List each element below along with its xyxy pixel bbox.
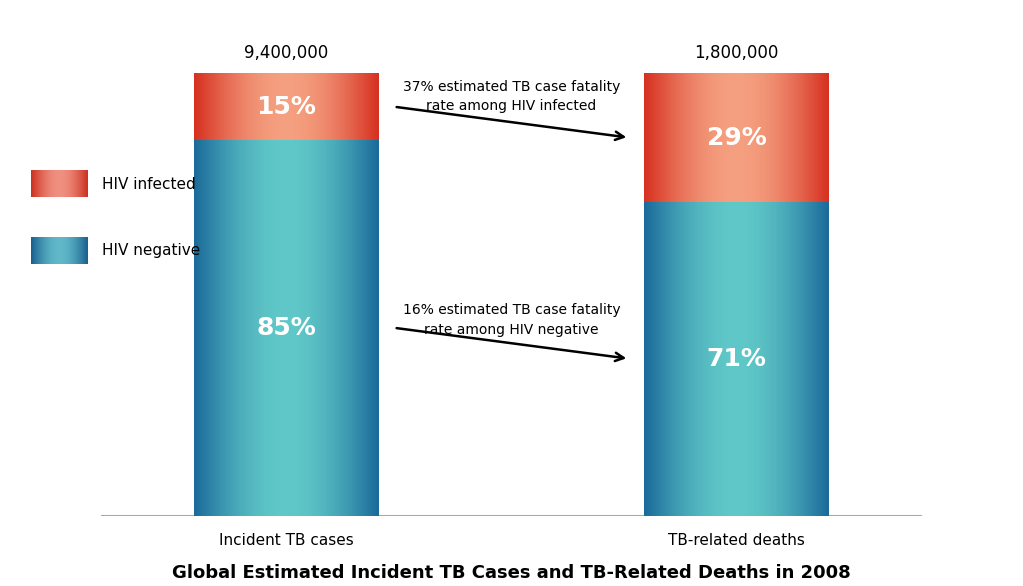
Text: Incident TB cases: Incident TB cases <box>219 533 354 548</box>
Text: HIV negative: HIV negative <box>102 243 201 258</box>
Text: HIV infected: HIV infected <box>102 176 196 192</box>
Text: 1,800,000: 1,800,000 <box>695 45 779 63</box>
Text: 9,400,000: 9,400,000 <box>244 45 328 63</box>
Text: 71%: 71% <box>707 347 766 371</box>
Text: Global Estimated Incident TB Cases and TB-Related Deaths in 2008: Global Estimated Incident TB Cases and T… <box>172 564 851 582</box>
Text: 29%: 29% <box>707 125 766 149</box>
Text: 15%: 15% <box>257 95 316 119</box>
Text: 85%: 85% <box>257 316 316 340</box>
Text: 16% estimated TB case fatality
rate among HIV negative: 16% estimated TB case fatality rate amon… <box>403 303 620 336</box>
Text: TB-related deaths: TB-related deaths <box>668 533 805 548</box>
Text: 37% estimated TB case fatality
rate among HIV infected: 37% estimated TB case fatality rate amon… <box>403 80 620 113</box>
